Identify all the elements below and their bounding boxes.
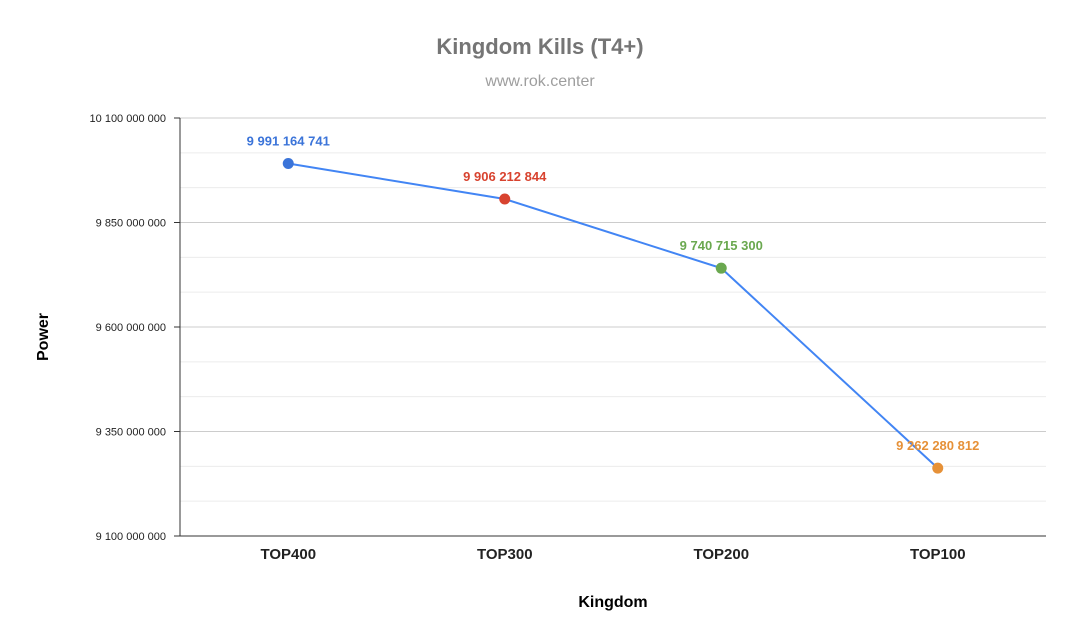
x-tick-label: TOP100	[910, 546, 966, 563]
y-axis-title: Power	[35, 313, 52, 361]
data-label: 9 991 164 741	[247, 133, 330, 148]
y-tick-label: 9 350 000 000	[96, 427, 166, 439]
data-label: 9 906 212 844	[463, 169, 547, 184]
data-point	[499, 193, 511, 205]
y-axis-ticks: 9 100 000 000 9 350 000 000 9 600 000 000 9…	[90, 113, 180, 543]
chart-subtitle: www.rok.center	[484, 73, 595, 90]
data-point	[932, 462, 944, 474]
y-tick-label: 10 100 000 000	[90, 113, 166, 125]
x-tick-label: TOP400	[260, 546, 316, 563]
y-tick-label: 9 600 000 000	[96, 322, 166, 334]
data-label: 9 740 715 300	[680, 238, 763, 253]
x-axis-title: Kingdom	[578, 594, 647, 611]
y-tick-label: 9 850 000 000	[96, 218, 166, 230]
x-tick-label: TOP200	[693, 546, 749, 563]
data-label: 9 262 280 812	[896, 438, 979, 453]
gridlines	[180, 117, 1046, 502]
x-tick-label: TOP300	[477, 546, 533, 563]
data-point	[715, 262, 727, 274]
chart-title: Kingdom Kills (T4+)	[436, 34, 643, 59]
series-line-group: 9 991 164 741 9 906 212 844 9 740 715 300 9…	[247, 133, 979, 474]
y-tick-label: 9 100 000 000	[96, 531, 166, 543]
data-point	[282, 157, 294, 169]
x-axis-ticks: TOP400 TOP300 TOP200 TOP100	[260, 546, 965, 563]
series-line	[288, 162, 939, 469]
